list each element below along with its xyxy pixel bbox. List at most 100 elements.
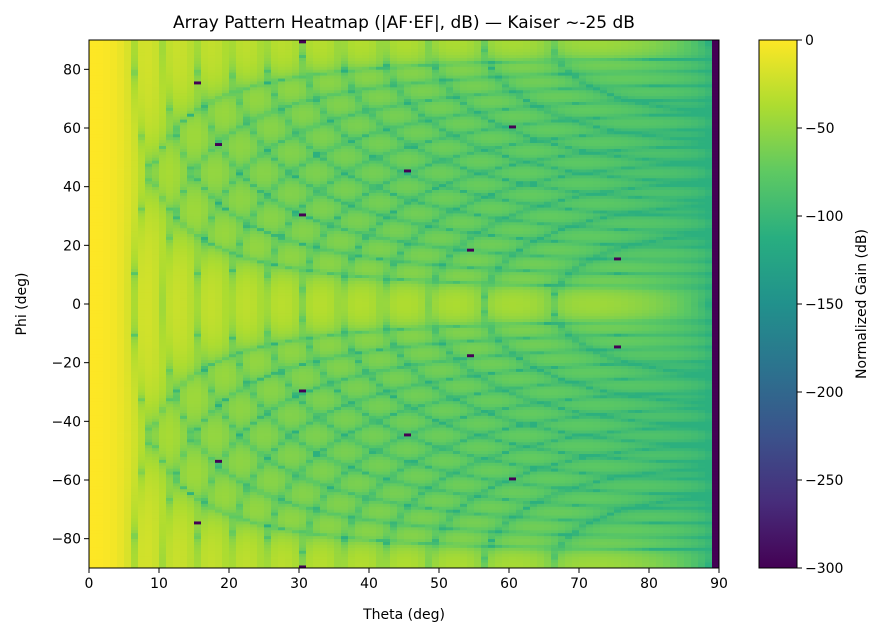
heatmap-cell: [229, 166, 237, 170]
heatmap-cell: [250, 412, 258, 416]
heatmap-cell: [194, 60, 202, 64]
heatmap-cell: [257, 371, 265, 375]
heatmap-cell: [250, 359, 258, 364]
heatmap-cell: [173, 491, 181, 496]
heatmap-cell: [215, 69, 223, 73]
heatmap-cell: [180, 42, 188, 47]
heatmap-cell: [215, 298, 223, 302]
heatmap-cell: [278, 251, 286, 255]
heatmap-cell: [131, 494, 139, 498]
heatmap-cell: [117, 142, 125, 146]
heatmap-cell: [257, 262, 265, 267]
heatmap-cell: [159, 192, 167, 196]
heatmap-cell: [103, 529, 111, 534]
heatmap-cell: [96, 403, 104, 408]
heatmap-cell: [229, 491, 237, 496]
heatmap-cell: [250, 441, 258, 446]
heatmap-cell: [278, 529, 286, 534]
heatmap-cell: [89, 350, 97, 355]
heatmap-cell: [250, 66, 258, 70]
heatmap-cell: [152, 271, 160, 276]
heatmap-cell: [103, 227, 111, 232]
heatmap-cell: [208, 195, 216, 199]
heatmap-cell: [208, 51, 216, 56]
heatmap-cell: [152, 201, 160, 205]
heatmap-cell: [278, 441, 286, 446]
heatmap-cell: [117, 497, 125, 501]
heatmap-cell: [131, 192, 139, 196]
heatmap-cell: [180, 353, 188, 358]
heatmap-cell: [208, 107, 216, 111]
heatmap-cell: [257, 480, 265, 484]
heatmap-cell: [222, 133, 230, 138]
heatmap-cell: [278, 177, 286, 182]
heatmap-cell: [173, 480, 181, 484]
heatmap-cell: [201, 92, 209, 97]
heatmap-cell: [243, 81, 251, 85]
heatmap-cell: [159, 122, 167, 126]
heatmap-cell: [194, 195, 202, 199]
heatmap-cell: [152, 60, 160, 64]
heatmap-cell: [117, 503, 125, 507]
heatmap-cell: [278, 218, 286, 223]
heatmap-cell: [138, 392, 146, 396]
heatmap-cell: [110, 427, 118, 431]
heatmap-cell: [222, 221, 230, 226]
heatmap-cell: [166, 482, 174, 487]
heatmap-cell: [110, 230, 118, 234]
heatmap-cell: [201, 122, 209, 126]
heatmap-cell: [201, 107, 209, 111]
heatmap-cell: [103, 380, 111, 384]
heatmap-cell: [257, 51, 265, 56]
heatmap-cell: [257, 397, 265, 402]
heatmap-cell: [222, 409, 230, 413]
heatmap-cell: [145, 403, 153, 408]
heatmap-cell: [271, 438, 279, 443]
heatmap-cell: [89, 239, 97, 243]
heatmap-cell: [124, 315, 132, 320]
heatmap-cell: [236, 204, 244, 208]
heatmap-cell: [180, 48, 188, 53]
heatmap-cell: [271, 236, 279, 240]
heatmap-cell: [159, 333, 167, 337]
heatmap-cell: [180, 412, 188, 416]
heatmap-cell: [194, 477, 202, 481]
heatmap-cell: [208, 66, 216, 70]
heatmap-cell: [117, 204, 125, 208]
heatmap-cell: [208, 415, 216, 419]
heatmap-cell: [124, 84, 132, 88]
heatmap-cell: [166, 136, 174, 141]
heatmap-cell: [138, 283, 146, 287]
heatmap-cell: [131, 562, 139, 566]
heatmap-cell: [173, 254, 181, 258]
heatmap-cell: [117, 471, 125, 475]
heatmap-cell: [236, 389, 244, 393]
heatmap-cell: [264, 280, 272, 284]
heatmap-cell: [89, 526, 97, 531]
heatmap-cell: [145, 289, 153, 293]
heatmap-cell: [243, 468, 251, 472]
heatmap-cell: [159, 116, 167, 120]
heatmap-cell: [257, 553, 265, 557]
heatmap-cell: [278, 400, 286, 405]
heatmap-cell: [208, 163, 216, 167]
heatmap-cell: [180, 148, 188, 152]
heatmap-cell: [152, 81, 160, 85]
heatmap-cell: [145, 304, 153, 308]
heatmap-cell: [208, 207, 216, 211]
heatmap-cell: [110, 224, 118, 229]
heatmap-cell: [138, 418, 146, 422]
heatmap-cell: [96, 257, 104, 261]
heatmap-cell: [145, 227, 153, 232]
heatmap-cell: [243, 116, 251, 120]
heatmap-cell: [103, 348, 111, 352]
heatmap-cell: [180, 72, 188, 76]
heatmap-cell: [271, 450, 279, 454]
heatmap-cell: [264, 192, 272, 196]
heatmap-cell: [117, 556, 125, 560]
heatmap-cell: [152, 544, 160, 548]
heatmap-cell: [250, 116, 258, 120]
heatmap-cell: [194, 89, 202, 94]
heatmap-cell: [131, 221, 139, 226]
heatmap-cell: [138, 397, 146, 402]
